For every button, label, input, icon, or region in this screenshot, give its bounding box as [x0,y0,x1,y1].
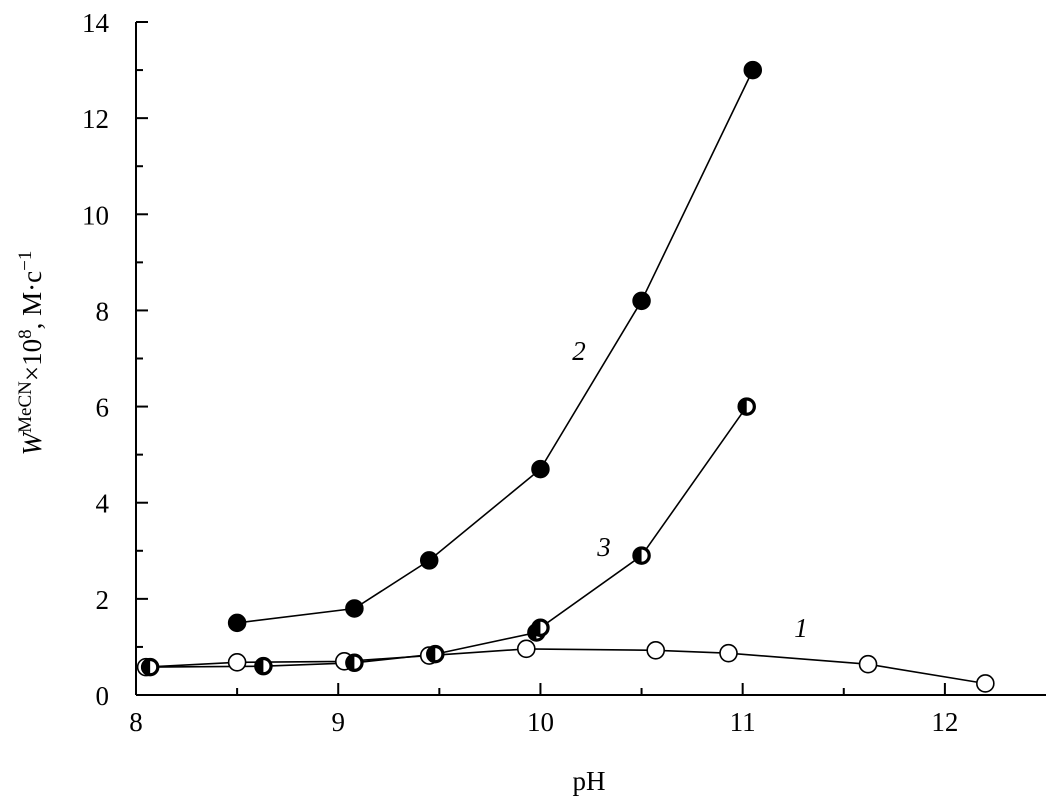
series-label-3: 3 [596,532,611,562]
series-line-3 [150,406,748,668]
data-point-series-3 [345,653,364,673]
data-point-series-2 [419,551,439,570]
data-point-series-1 [719,643,738,663]
y-axis-title-exponent: 8 [15,329,36,339]
series-line-2 [237,69,754,624]
marker-half [746,400,753,413]
y-axis-title: WMeCN×108, M·c−1 [14,203,50,503]
data-point-series-2 [227,613,247,633]
y-tick-label: 0 [96,681,110,711]
data-point-series-1 [976,674,995,693]
y-axis-title-multiplier: ×10 [17,338,47,382]
y-tick-label: 2 [96,585,110,615]
x-tick-label: 12 [931,707,958,737]
data-point-series-3 [254,656,273,676]
x-tick-label: 9 [331,707,345,737]
marker-half [354,656,361,669]
y-tick-label: 8 [96,296,110,326]
data-point-series-3 [632,546,651,565]
y-tick-label: 10 [82,200,109,230]
y-tick-label: 14 [82,8,110,38]
marker-half [435,648,442,661]
data-point-series-2 [345,599,364,618]
data-point-series-1 [227,653,247,672]
marker-half [540,621,547,634]
annotations: 1 2 3 [572,336,808,643]
y-tick-label: 6 [96,393,110,423]
data-point-series-2 [531,459,550,479]
data-point-series-1 [516,639,536,659]
y-axis-title-symbol: W [17,432,47,456]
x-axis-title: pH [573,766,606,796]
data-point-series-2 [632,291,651,311]
data-point-series-1 [646,640,666,660]
axes [135,22,1046,696]
y-axis-title-superscript: MeCN [15,381,36,433]
y-axis-title-unit-exponent: −1 [15,250,36,271]
data-point-series-1 [858,654,878,674]
data-point-series-3 [737,397,756,416]
series-lines [146,69,986,685]
series-label-2: 2 [572,336,586,366]
data-point-series-2 [743,60,763,80]
series-label-1: 1 [794,613,808,643]
marker-half [150,661,157,674]
x-tick-label: 11 [730,707,756,737]
x-tick-label: 8 [129,707,143,737]
y-axis-title-unit: , M·c [17,270,47,330]
y-tick-label: 4 [96,489,110,519]
data-point-series-3 [426,644,445,664]
y-tick-label: 12 [82,104,109,134]
ticks [135,21,946,696]
marker-half [641,549,648,562]
markers [136,60,995,693]
data-point-series-3 [140,657,160,677]
x-tick-label: 10 [527,707,554,737]
data-point-series-3 [531,618,550,637]
marker-half [263,660,270,673]
